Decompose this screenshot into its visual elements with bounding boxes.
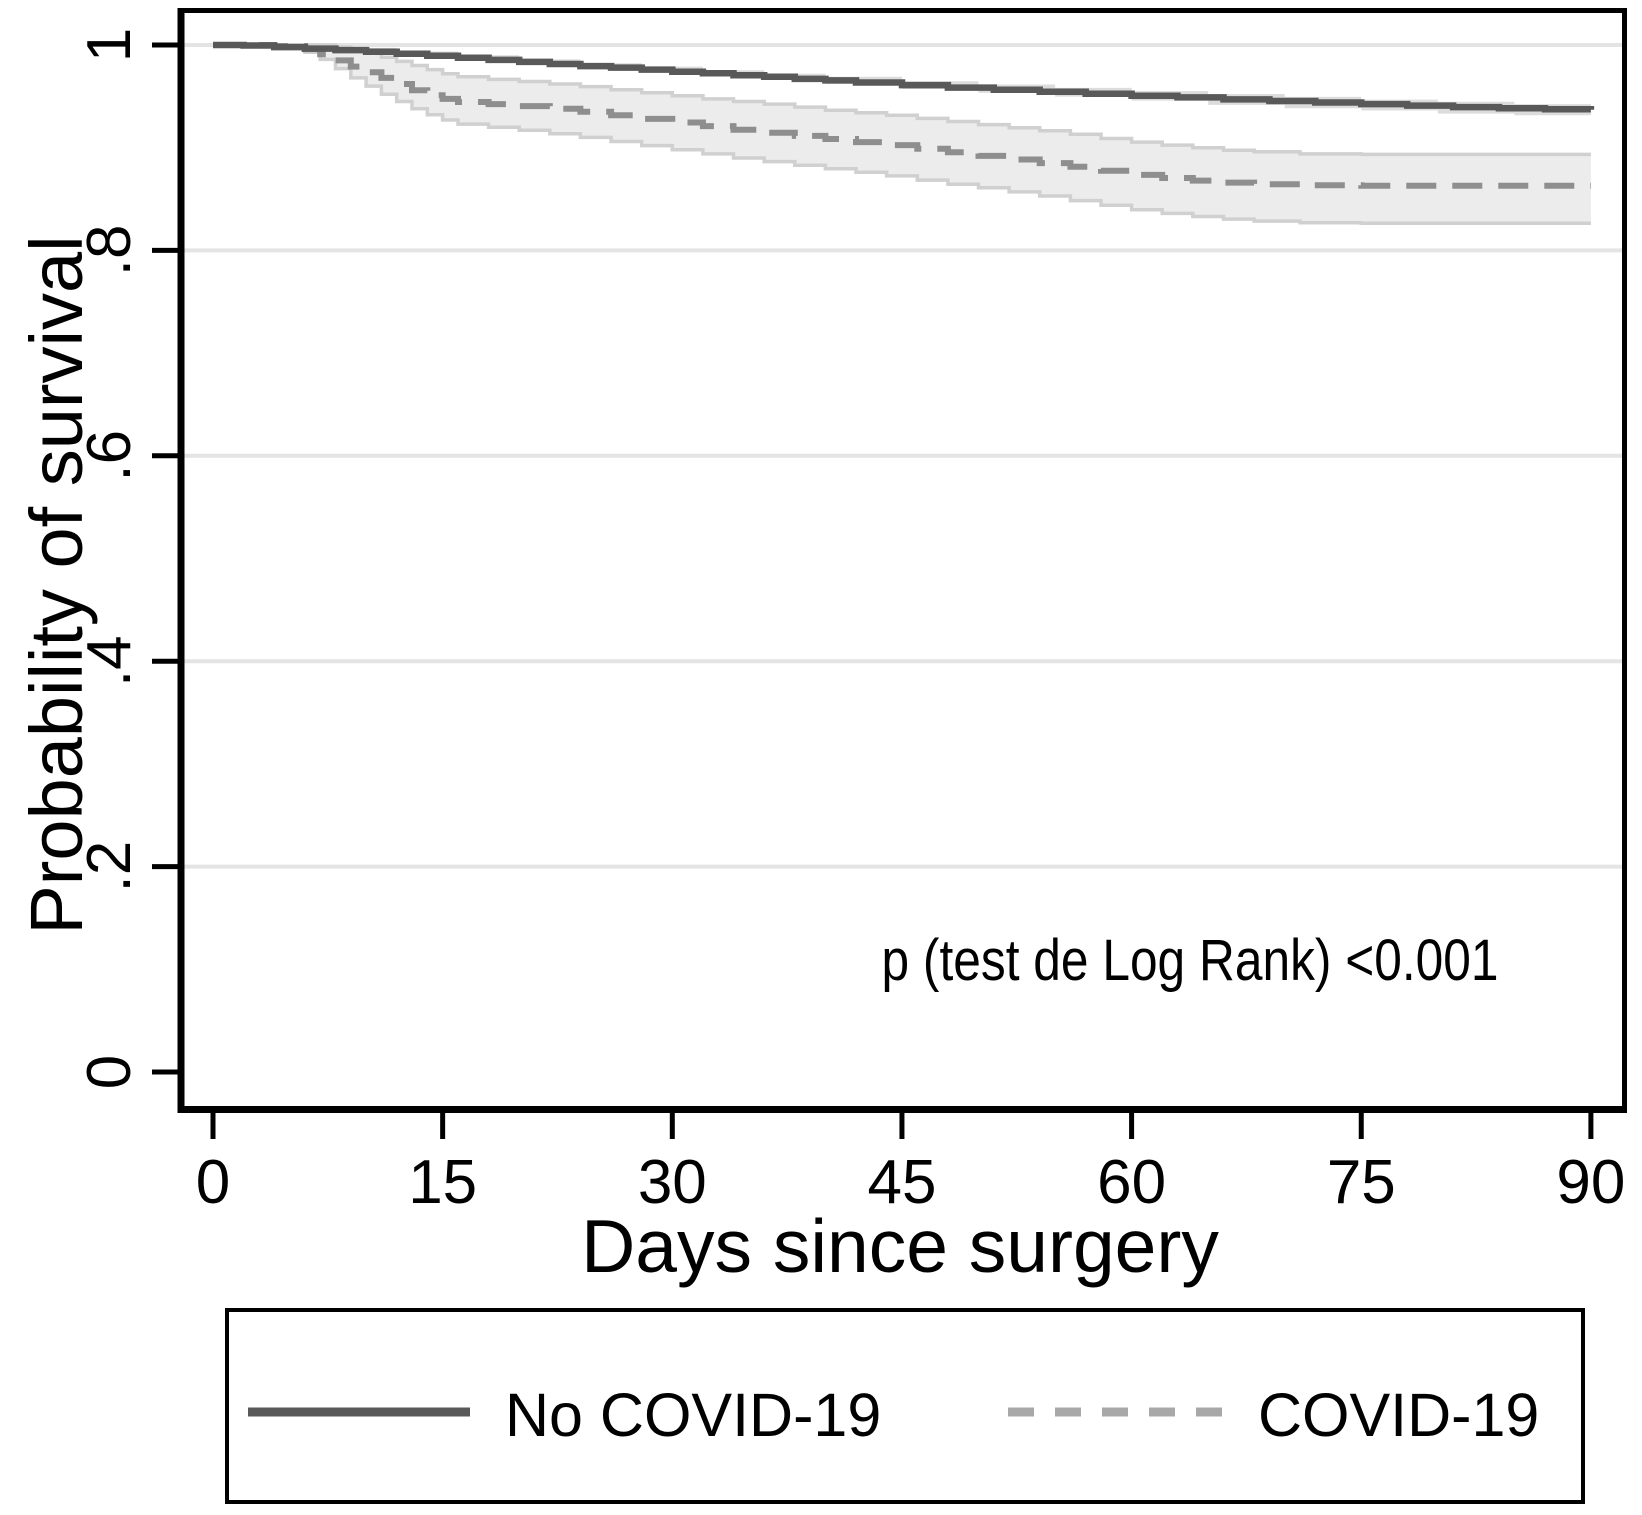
x-axis-title: Days since surgery bbox=[581, 1204, 1219, 1288]
ci-lower-edge-covid bbox=[213, 43, 1591, 225]
survival-curves bbox=[213, 41, 1595, 225]
y-axis-title: Probability of survival bbox=[15, 235, 98, 934]
legend-label-covid: COVID-19 bbox=[1258, 1381, 1539, 1449]
x-tick-label-60: 60 bbox=[1097, 1148, 1166, 1217]
legend-label-no-covid: No COVID-19 bbox=[505, 1381, 881, 1449]
ci-upper-edge-covid bbox=[213, 43, 1591, 157]
x-tick-label-45: 45 bbox=[868, 1148, 937, 1217]
plot-frame-and-ticks bbox=[152, 8, 1627, 1139]
x-tick-label-15: 15 bbox=[408, 1148, 477, 1217]
x-tick-label-0: 0 bbox=[196, 1148, 230, 1217]
y-tick-label-02: .2 bbox=[75, 841, 144, 893]
survival-curve-covid bbox=[213, 42, 1591, 189]
x-tick-label-75: 75 bbox=[1327, 1148, 1396, 1217]
ci-band-covid bbox=[213, 45, 1591, 224]
x-tick-label-30: 30 bbox=[638, 1148, 707, 1217]
x-tick-label-90: 90 bbox=[1556, 1148, 1625, 1217]
log-rank-p-value-annotation: p (test de Log Rank) <0.001 bbox=[882, 928, 1499, 993]
y-axis-tick-labels: 1 .8 .6 .4 .2 0 bbox=[75, 28, 144, 1089]
legend-box bbox=[225, 1308, 1585, 1504]
survival-curve-no-covid bbox=[213, 41, 1595, 113]
y-tick-label-1: 1 bbox=[75, 28, 144, 62]
y-tick-label-0: 0 bbox=[75, 1055, 144, 1089]
y-tick-label-04: .4 bbox=[75, 635, 144, 687]
gridlines bbox=[184, 43, 1622, 869]
legend: No COVID-19 COVID-19 bbox=[225, 1308, 1585, 1504]
y-tick-label-08: .8 bbox=[75, 225, 144, 277]
x-axis-tick-labels: 0 15 30 45 60 75 90 bbox=[196, 1148, 1626, 1217]
y-tick-label-06: .6 bbox=[75, 430, 144, 482]
